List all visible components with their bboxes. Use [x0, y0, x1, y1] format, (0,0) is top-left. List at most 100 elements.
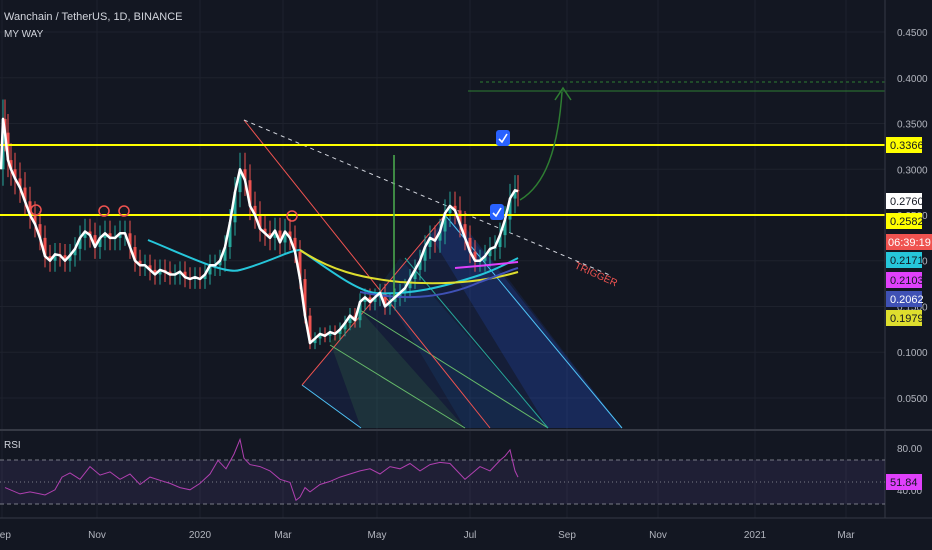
- candle-body: [498, 235, 502, 248]
- candle-body: [363, 297, 367, 302]
- candle-body: [513, 190, 517, 199]
- candle-body: [293, 237, 297, 252]
- candle-body: [23, 187, 27, 202]
- candle-body: [303, 279, 307, 316]
- countdown-tag-bg: [886, 234, 932, 250]
- rsi-tick-label: 40.00: [897, 486, 922, 497]
- candle-body: [383, 292, 387, 307]
- candle-body: [343, 322, 347, 330]
- candle-body: [158, 269, 162, 275]
- pitchfork-drawing[interactable]: [243, 119, 623, 429]
- candle-body: [248, 180, 252, 206]
- candle-body: [373, 297, 377, 302]
- candle-body: [313, 338, 317, 344]
- candle-body: [438, 231, 442, 241]
- candle-body: [443, 213, 447, 232]
- candle-body: [458, 210, 462, 225]
- ma-cyan-tag: 0.2171: [890, 255, 924, 267]
- candle-body: [148, 265, 152, 270]
- candle-body: [38, 224, 42, 238]
- rsi-panel: 40.00 80.00 51.84: [0, 437, 922, 505]
- candle-body: [53, 254, 57, 261]
- arrowhead-icon: [554, 86, 572, 101]
- candle-body: [508, 198, 512, 220]
- time-tick-label: Mar: [274, 530, 292, 541]
- time-tick-label: Sep: [0, 530, 11, 541]
- candle-body: [253, 205, 257, 215]
- time-tick-label: 2020: [189, 530, 212, 541]
- ma-magenta-line: [454, 261, 519, 269]
- candle-body: [108, 233, 112, 238]
- candle-body: [73, 248, 77, 256]
- candle-body: [48, 256, 52, 261]
- candle-body: [358, 301, 362, 321]
- support-tag-bg: [886, 213, 922, 229]
- rsi-value-tag-bg: [886, 474, 922, 490]
- last-price-tag: 0.2760: [890, 196, 924, 208]
- check-icon: [498, 133, 508, 144]
- candle-body: [273, 230, 277, 238]
- candle-body: [128, 233, 132, 248]
- chart-title: Wanchain / TetherUS, 1D, BINANCE: [4, 11, 183, 23]
- candle-body: [43, 237, 47, 257]
- time-tick-label: Jul: [464, 530, 477, 541]
- candle-body: [138, 260, 142, 266]
- candle-body: [98, 237, 102, 248]
- ma-blue-tag: 0.2062: [890, 294, 924, 306]
- candle-body: [88, 231, 92, 236]
- candle-body: [18, 178, 22, 188]
- time-axis[interactable]: Sep Nov 2020 Mar May Jul Sep Nov 2021 Mar: [0, 530, 855, 541]
- rsi-axis[interactable]: 40.00 80.00: [897, 444, 922, 497]
- circle-marker-icon: [98, 205, 110, 217]
- candle-body: [68, 255, 72, 261]
- candle-body: [133, 247, 137, 261]
- candle-body: [218, 260, 222, 266]
- time-tick-label: Sep: [558, 530, 576, 541]
- support-tag: 0.2582: [890, 216, 924, 228]
- candle-body: [483, 256, 487, 261]
- circle-marker-icon: [286, 210, 298, 222]
- candle-body: [503, 219, 507, 236]
- candle-body: [428, 237, 432, 248]
- candle-body: [308, 315, 312, 344]
- price-tags: 0.3366 0.2760 0.2582 06:39:19 0.2171 0.2…: [886, 137, 932, 326]
- candle-body: [6, 132, 10, 161]
- price-tick-label: 0.4000: [897, 74, 928, 85]
- candle-body: [468, 237, 472, 252]
- candle-body: [328, 332, 332, 336]
- candle-body: [93, 235, 97, 248]
- rsi-line: [4, 437, 519, 502]
- candle-body: [103, 233, 107, 238]
- ma-magenta-tag: 0.2103: [890, 275, 924, 287]
- candle-body: [398, 292, 402, 298]
- candle-body: [488, 248, 492, 257]
- candle-body: [453, 205, 457, 211]
- candle-body: [13, 169, 17, 179]
- ma-cyan-line: [147, 239, 519, 295]
- sell-markers: [30, 204, 298, 222]
- candle-body: [413, 269, 417, 280]
- rsi-tick-label: 80.00: [897, 444, 922, 455]
- price-tick-label: 0.1000: [897, 348, 928, 359]
- price-series-line: [0, 117, 519, 345]
- candle-body: [33, 215, 37, 225]
- check-badge-top: [496, 130, 510, 146]
- candle-body: [263, 228, 267, 234]
- candle-body: [318, 333, 322, 339]
- rsi-value-tag: 51.84: [890, 477, 918, 489]
- candle-body: [388, 301, 392, 307]
- ma-yellow-tag: 0.1979: [890, 313, 924, 325]
- price-tick-label: 0.4500: [897, 28, 928, 39]
- resistance-tag: 0.3366: [890, 140, 924, 152]
- projection-arrow[interactable]: [519, 91, 563, 201]
- time-tick-label: 2021: [744, 530, 767, 541]
- candle-body: [228, 222, 232, 248]
- candle-body: [63, 255, 67, 261]
- candle-body: [298, 251, 302, 280]
- check-icon: [492, 207, 502, 218]
- ma-blue-line: [359, 267, 519, 299]
- candle-body: [233, 192, 237, 223]
- candle-body: [118, 233, 122, 238]
- candle-body: [183, 271, 187, 278]
